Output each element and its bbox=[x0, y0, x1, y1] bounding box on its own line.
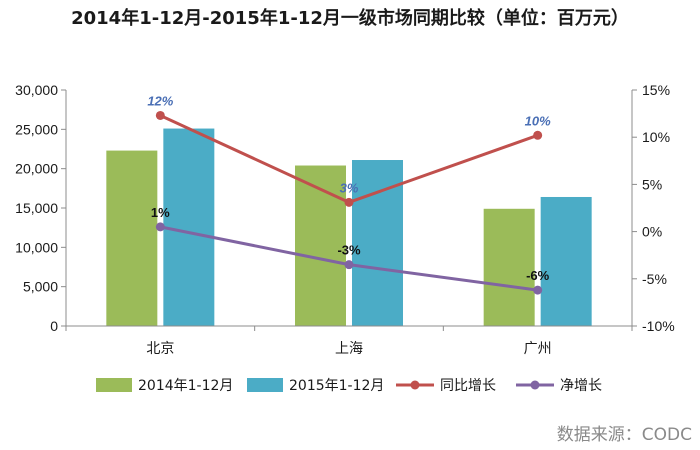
y-left-tick-label: 30,000 bbox=[15, 82, 58, 98]
y-right-tick-label: 0% bbox=[642, 224, 662, 240]
x-category-label: 北京 bbox=[146, 341, 174, 357]
lines-layer bbox=[155, 110, 543, 295]
bar-2014-1 bbox=[295, 165, 346, 326]
y-left-tick-label: 0 bbox=[50, 318, 58, 334]
y-left-tick-label: 5,000 bbox=[23, 279, 58, 295]
point-yoy-2 bbox=[533, 130, 543, 140]
y-right-tick-label: 15% bbox=[642, 82, 670, 98]
labels-layer: 12% 3% 10% 1% -3% -6% bbox=[147, 93, 551, 283]
legend-label-0: 2014年1-12月 bbox=[138, 378, 233, 394]
data-label-yoy-1: 3% bbox=[340, 180, 359, 195]
legend-marker-3 bbox=[530, 380, 540, 390]
data-label-yoy-0: 12% bbox=[147, 93, 173, 108]
y-left-tick-label: 15,000 bbox=[15, 200, 58, 216]
y-right-tick-label: 5% bbox=[642, 176, 662, 192]
axes-layer: 0 5,000 10,000 15,000 20,000 25,000 30,000 -10%… bbox=[15, 82, 675, 357]
data-label-net-0: 1% bbox=[151, 205, 170, 220]
legend-label-3: 净增长 bbox=[560, 378, 602, 394]
bar-2014-2 bbox=[483, 208, 535, 326]
point-yoy-1 bbox=[344, 197, 354, 207]
legend-marker-2 bbox=[410, 380, 420, 390]
point-net-1 bbox=[344, 260, 354, 270]
source-note: 数据来源：CODC bbox=[557, 425, 692, 445]
y-right-tick-label: -10% bbox=[642, 318, 675, 334]
data-label-net-2: -6% bbox=[526, 268, 550, 283]
y-left-tick-label: 25,000 bbox=[15, 121, 58, 137]
line-net bbox=[160, 225, 538, 292]
chart-title: 2014年1-12月-2015年1-12月一级市场同期比较（单位：百万元） bbox=[71, 8, 629, 29]
legend-swatch-1 bbox=[247, 378, 283, 392]
y-left-tick-label: 10,000 bbox=[15, 239, 58, 255]
point-yoy-0 bbox=[155, 110, 165, 120]
data-label-yoy-2: 10% bbox=[525, 113, 551, 128]
legend-label-2: 同比增长 bbox=[440, 378, 496, 394]
legend-swatch-0 bbox=[96, 378, 132, 392]
legend-label-1: 2015年1-12月 bbox=[289, 378, 384, 394]
y-right-tick-label: 10% bbox=[642, 129, 670, 145]
bars-layer bbox=[106, 128, 592, 326]
legend: 2014年1-12月 2015年1-12月 同比增长 净增长 bbox=[96, 378, 602, 394]
point-net-2 bbox=[533, 285, 543, 295]
y-right-tick-label: -5% bbox=[642, 271, 667, 287]
bar-2014-0 bbox=[106, 150, 158, 326]
bar-2015-2 bbox=[540, 196, 592, 326]
bar-2015-0 bbox=[163, 128, 215, 326]
data-label-net-1: -3% bbox=[337, 243, 361, 258]
y-left-tick-label: 20,000 bbox=[15, 161, 58, 177]
x-category-label: 广州 bbox=[524, 341, 552, 357]
point-net-0 bbox=[155, 222, 165, 232]
x-category-label: 上海 bbox=[335, 341, 363, 357]
